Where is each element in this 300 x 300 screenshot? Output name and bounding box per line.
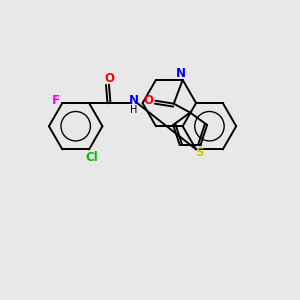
Text: O: O <box>104 72 114 85</box>
Text: H: H <box>130 105 137 115</box>
Text: F: F <box>52 94 60 106</box>
Text: O: O <box>144 94 154 107</box>
Text: Cl: Cl <box>86 151 98 164</box>
Text: N: N <box>129 94 139 106</box>
Text: N: N <box>176 67 186 80</box>
Text: S: S <box>195 146 203 159</box>
